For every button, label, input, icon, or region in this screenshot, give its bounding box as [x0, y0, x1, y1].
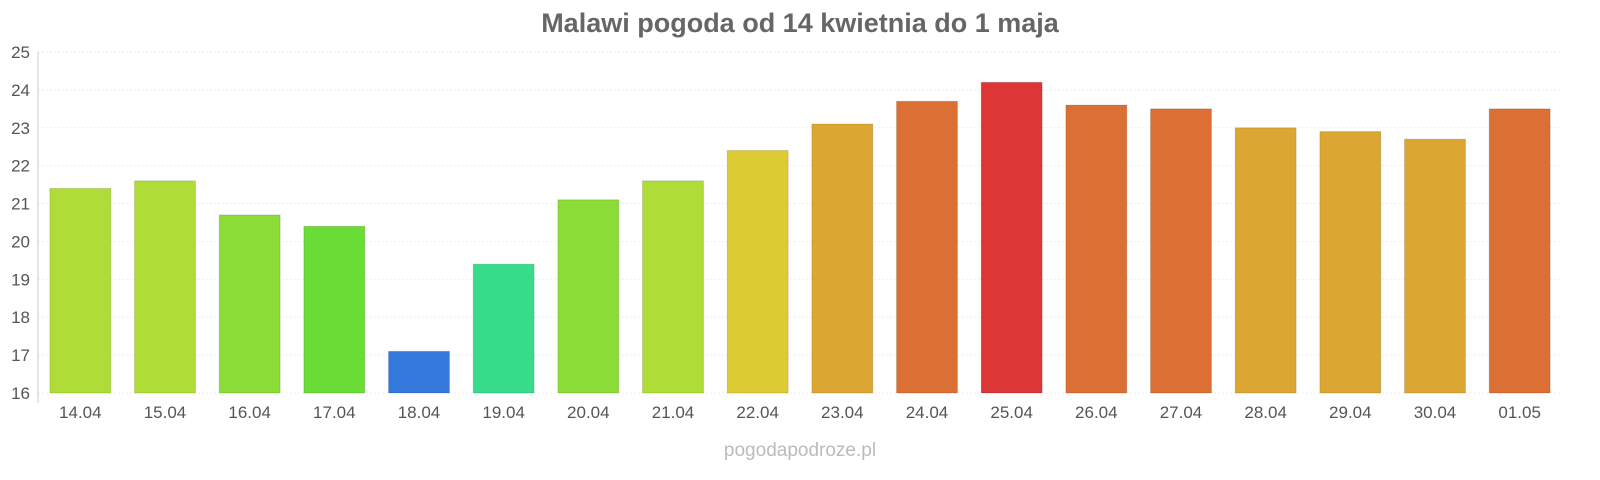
y-tick-label: 24 — [11, 81, 30, 100]
x-tick-label: 20.04 — [567, 403, 610, 422]
bar — [1150, 108, 1212, 394]
x-tick-label: 22.04 — [736, 403, 779, 422]
bar — [218, 214, 281, 394]
source-watermark: pogodapodroze.pl — [723, 440, 877, 461]
y-tick-label: 22 — [11, 157, 30, 176]
y-tick-label: 23 — [11, 119, 30, 138]
y-tick-label: 17 — [11, 346, 30, 365]
bar — [1488, 108, 1551, 394]
y-tick-label: 21 — [11, 195, 30, 214]
x-tick-label: 24.04 — [906, 403, 949, 422]
x-tick-label: 30.04 — [1414, 403, 1457, 422]
x-tick-label: 23.04 — [821, 403, 864, 422]
x-tick-label: 15.04 — [144, 403, 187, 422]
x-tick-label: 25.04 — [990, 403, 1033, 422]
bar — [472, 263, 535, 394]
bar — [811, 123, 874, 394]
chart-title: Malawi pogoda od 14 kwietnia do 1 maja — [541, 8, 1059, 38]
x-tick-label: 29.04 — [1329, 403, 1372, 422]
y-tick-label: 20 — [11, 232, 30, 251]
x-tick-label: 14.04 — [59, 403, 102, 422]
bar — [303, 225, 366, 394]
x-tick-label: 19.04 — [482, 403, 525, 422]
bar — [49, 187, 112, 394]
bar — [642, 180, 704, 394]
bar — [726, 150, 789, 394]
x-tick-label: 18.04 — [398, 403, 441, 422]
bar — [1319, 131, 1382, 394]
x-tick-label: 27.04 — [1160, 403, 1203, 422]
x-tick-label: 01.05 — [1498, 403, 1541, 422]
bar — [896, 100, 958, 394]
x-tick-label: 26.04 — [1075, 403, 1118, 422]
bar — [388, 350, 450, 394]
y-tick-label: 25 — [11, 43, 30, 62]
y-tick-label: 19 — [11, 270, 30, 289]
bar — [557, 199, 620, 394]
x-tick-label: 28.04 — [1244, 403, 1287, 422]
bar — [1404, 138, 1466, 394]
bar — [980, 81, 1043, 394]
x-tick-label: 16.04 — [228, 403, 271, 422]
y-tick-label: 18 — [11, 308, 30, 327]
y-tick-label: 16 — [11, 384, 30, 403]
bar — [1065, 104, 1128, 394]
x-tick-label: 21.04 — [652, 403, 695, 422]
bar — [1234, 127, 1297, 394]
x-tick-label: 17.04 — [313, 403, 356, 422]
bar — [134, 180, 196, 394]
